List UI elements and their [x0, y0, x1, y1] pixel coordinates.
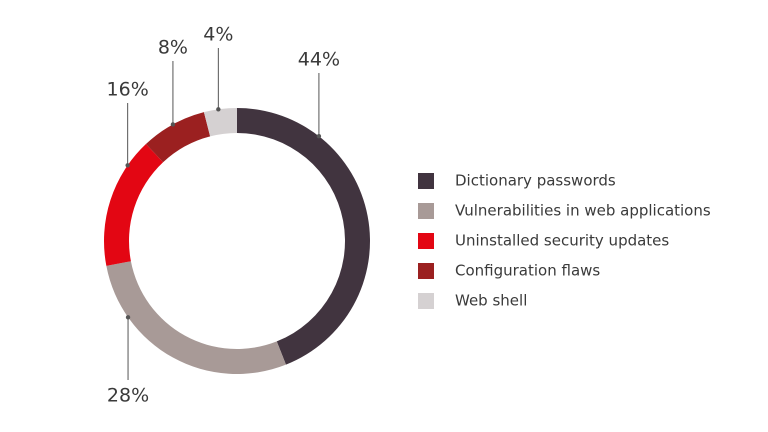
legend-label: Dictionary passwords [455, 172, 616, 190]
legend-swatch [418, 293, 434, 309]
value-label: 16% [107, 79, 149, 101]
legend-label: Vulnerabilities in web applications [455, 202, 711, 220]
donut-segment [104, 144, 164, 266]
leader-dot [316, 134, 322, 139]
legend-label: Uninstalled security updates [455, 232, 669, 250]
legend-swatch [418, 173, 434, 189]
legend-swatch [418, 203, 434, 219]
legend-label: Web shell [455, 292, 527, 310]
legend-swatch [418, 233, 434, 249]
value-label: 4% [203, 24, 233, 46]
leader-dot [170, 122, 176, 127]
leader-dot [216, 107, 221, 112]
donut-segment [145, 112, 211, 163]
value-label: 28% [107, 385, 149, 407]
leader-dot [125, 163, 130, 168]
leader-dot [125, 315, 131, 320]
legend-label: Configuration flaws [455, 262, 600, 280]
value-label: 44% [298, 49, 340, 71]
legend-swatch [418, 263, 434, 279]
value-label: 8% [158, 37, 188, 59]
donut-segment [203, 108, 237, 137]
donut-segment [237, 108, 371, 365]
donut-segment [106, 261, 286, 374]
